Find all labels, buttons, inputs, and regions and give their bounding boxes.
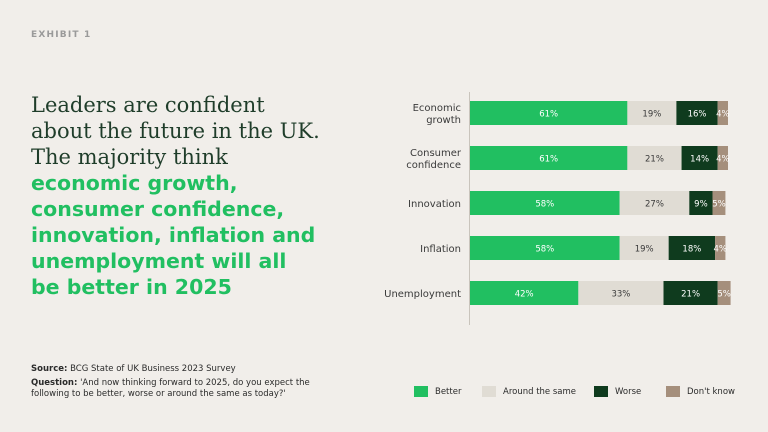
legend-label: Don't know bbox=[687, 386, 735, 397]
legend-label: Better bbox=[435, 386, 462, 397]
headline-accent-line: unemployment will all bbox=[31, 249, 287, 273]
data-label: 5% bbox=[717, 290, 731, 300]
question-label: Question: bbox=[31, 378, 78, 388]
legend-swatch bbox=[482, 386, 496, 397]
data-label: 16% bbox=[688, 110, 707, 120]
data-label: 33% bbox=[611, 290, 630, 300]
source-text: BCG State of UK Business 2023 Survey bbox=[70, 364, 236, 374]
data-label: 4% bbox=[716, 110, 730, 120]
bar-segment-dont_know bbox=[717, 101, 728, 125]
data-label: 19% bbox=[635, 245, 654, 255]
legend-swatch bbox=[666, 386, 680, 397]
data-label: 21% bbox=[645, 155, 664, 165]
headline-line: Leaders are confident bbox=[31, 93, 265, 117]
data-label: 14% bbox=[690, 155, 709, 165]
category-label: Innovation bbox=[408, 199, 461, 210]
bar-segment-better bbox=[470, 101, 628, 125]
question-note: Question: 'And now thinking forward to 2… bbox=[31, 378, 331, 400]
legend-label: Around the same bbox=[503, 386, 576, 397]
chart-legend: Better Around the same Worse Don't know bbox=[414, 386, 744, 400]
data-label: 61% bbox=[539, 110, 558, 120]
data-label: 58% bbox=[535, 200, 554, 210]
bar-segment-better bbox=[470, 146, 628, 170]
legend-swatch bbox=[414, 386, 428, 397]
question-text: 'And now thinking forward to 2025, do yo… bbox=[31, 378, 310, 399]
headline-accent-line: innovation, inflation and bbox=[31, 223, 316, 247]
headline-accent-line: consumer confidence, bbox=[31, 197, 285, 221]
legend-item-dont_know: Don't know bbox=[666, 386, 735, 397]
bar-segment-worse bbox=[676, 101, 718, 125]
category-label: Inflation bbox=[420, 244, 461, 255]
bar-segment-better bbox=[470, 236, 620, 260]
bar-segment-better bbox=[470, 191, 620, 215]
legend-item-worse: Worse bbox=[594, 386, 641, 397]
headline-line: about the future in the UK. bbox=[31, 119, 320, 143]
bar-segment-same bbox=[627, 146, 682, 170]
bar-segment-better bbox=[470, 281, 579, 305]
category-label: Economic growth bbox=[413, 103, 461, 126]
data-label: 4% bbox=[716, 155, 730, 165]
bar-segment-dont_know bbox=[715, 236, 726, 260]
bar-segment-dont_know bbox=[717, 146, 728, 170]
bar-segment-worse bbox=[689, 191, 713, 215]
bar-segment-same bbox=[619, 191, 690, 215]
data-label: 61% bbox=[539, 155, 558, 165]
exhibit-label: EXHIBIT 1 bbox=[31, 30, 92, 40]
bar-segment-dont_know bbox=[717, 281, 731, 305]
data-label: 18% bbox=[682, 245, 701, 255]
data-label: 19% bbox=[642, 110, 661, 120]
data-label: 4% bbox=[714, 245, 728, 255]
category-label: Unemployment bbox=[384, 289, 461, 300]
data-label: 9% bbox=[694, 200, 708, 210]
bar-segment-worse bbox=[668, 236, 716, 260]
legend-item-same: Around the same bbox=[482, 386, 576, 397]
legend-label: Worse bbox=[615, 386, 642, 397]
data-label: 42% bbox=[515, 290, 534, 300]
legend-swatch bbox=[594, 386, 608, 397]
data-label: 27% bbox=[645, 200, 664, 210]
source-label: Source: bbox=[31, 364, 68, 374]
category-label: Consumer confidence bbox=[406, 148, 462, 171]
headline: Leaders are confident about the future i… bbox=[31, 92, 361, 300]
bar-segment-dont_know bbox=[712, 191, 726, 215]
legend-item-better: Better bbox=[414, 386, 461, 397]
data-label: 21% bbox=[681, 290, 700, 300]
source-note: Source: BCG State of UK Business 2023 Su… bbox=[31, 364, 236, 374]
bar-segment-same bbox=[619, 236, 669, 260]
headline-line: The majority think bbox=[31, 145, 228, 169]
data-label: 5% bbox=[712, 200, 726, 210]
bar-segment-same bbox=[627, 101, 677, 125]
bar-segment-worse bbox=[681, 146, 718, 170]
headline-accent-line: be better in 2025 bbox=[31, 275, 232, 299]
bar-segment-worse bbox=[663, 281, 718, 305]
headline-accent-line: economic growth, bbox=[31, 171, 238, 195]
bar-segment-same bbox=[578, 281, 664, 305]
data-label: 58% bbox=[535, 245, 554, 255]
